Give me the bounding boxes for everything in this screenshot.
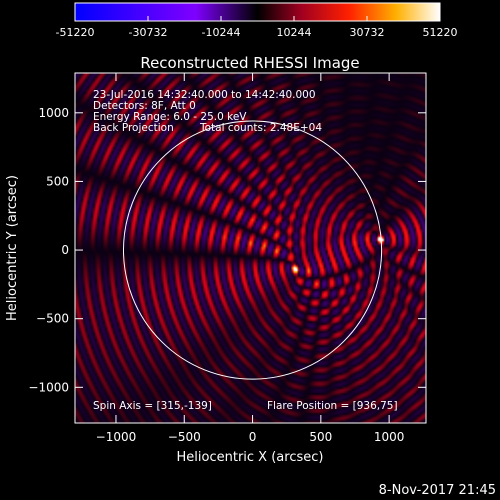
colorbar-tick-label: -51220 (56, 26, 95, 39)
plot-frame (74, 72, 427, 424)
colorbar-tick-label: 30732 (350, 26, 385, 39)
info-line: Detectors: 8F, Att 0 (93, 100, 196, 112)
x-tick-label: 1000 (374, 430, 405, 444)
y-tick-label: 500 (46, 174, 69, 188)
colorbar (74, 2, 441, 22)
flare-position-label: Flare Position = [936,75] (267, 400, 398, 412)
heatmap-image (75, 73, 426, 423)
y-tick-label: 1000 (38, 106, 69, 120)
y-tick-label: 0 (61, 243, 69, 257)
colorbar-ticks: -51220 -30732 -10244 10244 30732 51220 (56, 16, 458, 39)
colorbar-tick-label: 10244 (277, 26, 312, 39)
info-line: Back Projection (93, 122, 174, 134)
info-line: 23-Jul-2016 14:32:40.000 to 14:42:40.000 (93, 89, 316, 101)
x-tick-label: 500 (309, 430, 332, 444)
x-axis: −1000 −500 0 500 1000 (96, 73, 405, 444)
colorbar-tick-label: -30732 (129, 26, 168, 39)
colorbar-tick-label: 51220 (423, 26, 458, 39)
x-tick-label: −500 (168, 430, 201, 444)
colorbar-tick-label: -10244 (202, 26, 241, 39)
y-tick-label: −1000 (28, 380, 69, 394)
solar-limb (122, 120, 383, 380)
x-tick-label: 0 (249, 430, 257, 444)
spin-axis-label: Spin Axis = [315,-139] (93, 400, 212, 412)
y-tick-label: −500 (36, 312, 69, 326)
footer-timestamp: 8-Nov-2017 21:45 (379, 483, 496, 498)
x-tick-label: −1000 (96, 430, 137, 444)
y-axis-label: Heliocentric Y (arcsec) (5, 175, 20, 321)
info-line: Energy Range: 6.0 - 25.0 keV (93, 111, 247, 123)
y-axis: −1000 −500 0 500 1000 (28, 106, 426, 394)
total-counts: Total counts: 2.48E+04 (199, 122, 322, 134)
chart-title: Reconstructed RHESSI Image (140, 54, 359, 72)
x-axis-label: Heliocentric X (arcsec) (177, 450, 324, 465)
